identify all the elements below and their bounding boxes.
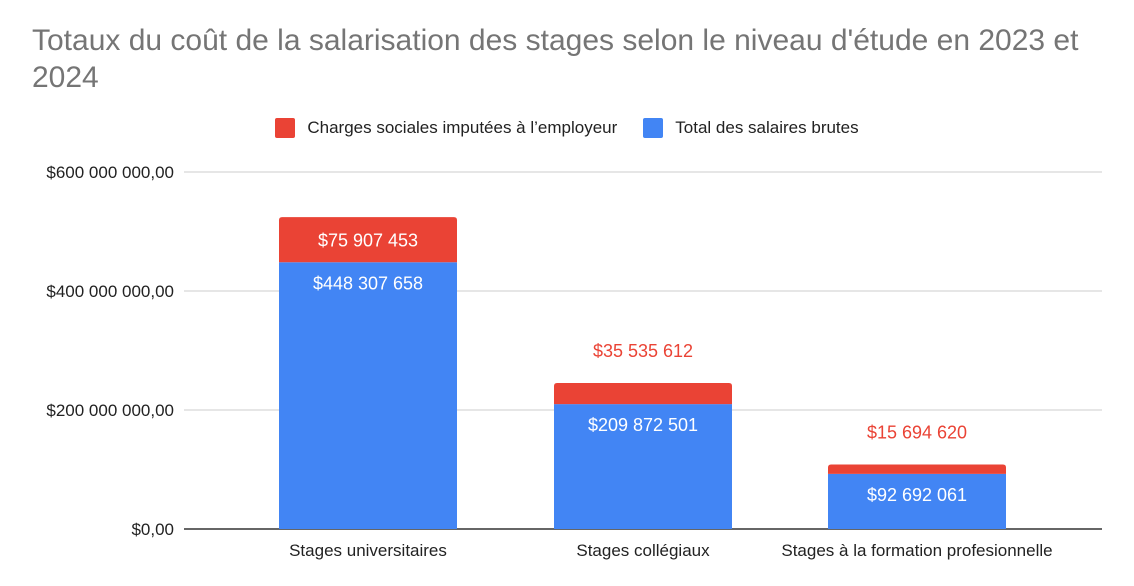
bar-salaires[interactable] xyxy=(554,404,732,529)
chart-legend: Charges sociales imputées à l’employeur … xyxy=(0,118,1134,138)
legend-item-charges[interactable]: Charges sociales imputées à l’employeur xyxy=(275,118,617,138)
y-tick-label: $600 000 000,00 xyxy=(46,163,174,182)
legend-item-salaires[interactable]: Total des salaires brutes xyxy=(643,118,859,138)
bar-charges[interactable] xyxy=(828,464,1006,474)
legend-swatch-salaires xyxy=(643,118,664,138)
data-label-charges: $35 535 612 xyxy=(593,341,693,361)
y-tick-label: $400 000 000,00 xyxy=(46,282,174,301)
y-tick-label: $200 000 000,00 xyxy=(46,401,174,420)
data-label-charges: $75 907 453 xyxy=(318,231,418,251)
data-label-salaires: $448 307 658 xyxy=(313,273,423,293)
bar-charges[interactable] xyxy=(279,217,457,263)
bar-salaires[interactable] xyxy=(279,262,457,529)
legend-swatch-charges xyxy=(275,118,296,138)
x-category-label: Stages universitaires xyxy=(289,541,447,560)
data-label-salaires: $209 872 501 xyxy=(588,415,698,435)
x-category-label: Stages collégiaux xyxy=(576,541,710,560)
x-category-label: Stages à la formation profesionnelle xyxy=(781,541,1052,560)
data-label-charges: $15 694 620 xyxy=(867,423,967,443)
y-tick-label: $0,00 xyxy=(131,520,174,539)
data-label-salaires: $92 692 061 xyxy=(867,485,967,505)
bar-charges[interactable] xyxy=(554,382,732,405)
chart-title: Totaux du coût de la salarisation des st… xyxy=(32,24,1079,94)
legend-label-salaires: Total des salaires brutes xyxy=(675,118,859,137)
bar-salaires[interactable] xyxy=(828,473,1006,529)
legend-label-charges: Charges sociales imputées à l’employeur xyxy=(307,118,618,137)
